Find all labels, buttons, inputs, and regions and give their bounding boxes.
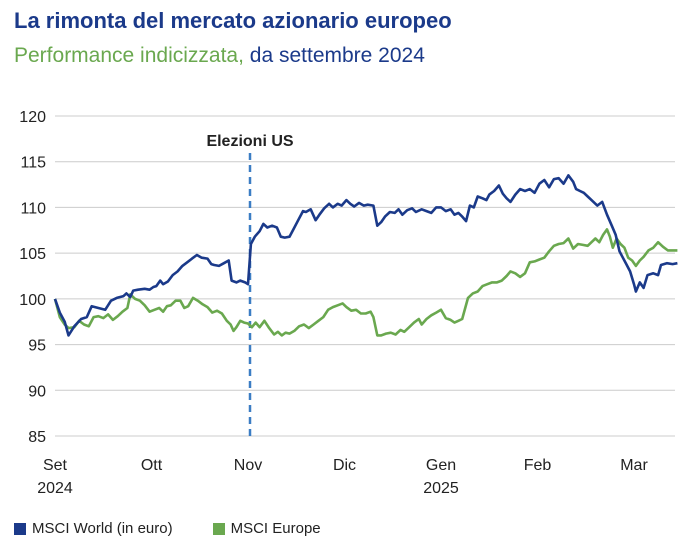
x-tick-sublabel: 2024 (37, 480, 73, 497)
legend-swatch-world (14, 522, 26, 535)
legend-swatch-europe (212, 522, 225, 535)
x-tick-label: Nov (234, 457, 262, 474)
y-tick-label: 110 (20, 200, 46, 217)
subtitle-part1: Performance indicizzata, (14, 44, 244, 67)
x-tick-label: Mar (620, 457, 648, 474)
chart-title: La rimonta del mercato azionario europeo (14, 8, 452, 33)
series-line-msci-europe (53, 228, 678, 337)
y-tick-label: 100 (19, 292, 46, 309)
y-tick-label: 90 (28, 383, 46, 400)
x-tick-label: Set (43, 457, 68, 474)
x-tick-label: Dic (333, 457, 356, 474)
y-tick-label: 120 (19, 109, 46, 126)
x-tick-label: Feb (524, 457, 552, 474)
series-line-msci-world (53, 174, 678, 337)
x-tick-label: Ott (141, 457, 163, 474)
event-marker-label: Elezioni US (206, 133, 293, 150)
chart-subtitle: Performance indicizzata, da settembre 20… (14, 44, 425, 68)
legend: MSCI World (in euro) MSCI Europe (14, 520, 321, 537)
y-tick-label: 115 (20, 155, 46, 172)
subtitle-part2: da settembre 2024 (243, 44, 425, 67)
legend-item-world: MSCI World (in euro) (14, 520, 173, 537)
legend-item-europe: MSCI Europe (212, 520, 321, 537)
line-chart: 85 90 95 100 105 110 115 120 Set 2024 Ott Nov Dic Gen… (19, 109, 678, 497)
x-tick-label: Gen (426, 457, 456, 474)
y-tick-label: 95 (28, 338, 46, 355)
y-tick-label: 85 (28, 429, 46, 446)
legend-label-world: MSCI World (in euro) (32, 520, 173, 537)
legend-label-europe: MSCI Europe (230, 520, 321, 537)
x-tick-sublabel: 2025 (423, 480, 459, 497)
y-tick-label: 105 (19, 246, 46, 263)
